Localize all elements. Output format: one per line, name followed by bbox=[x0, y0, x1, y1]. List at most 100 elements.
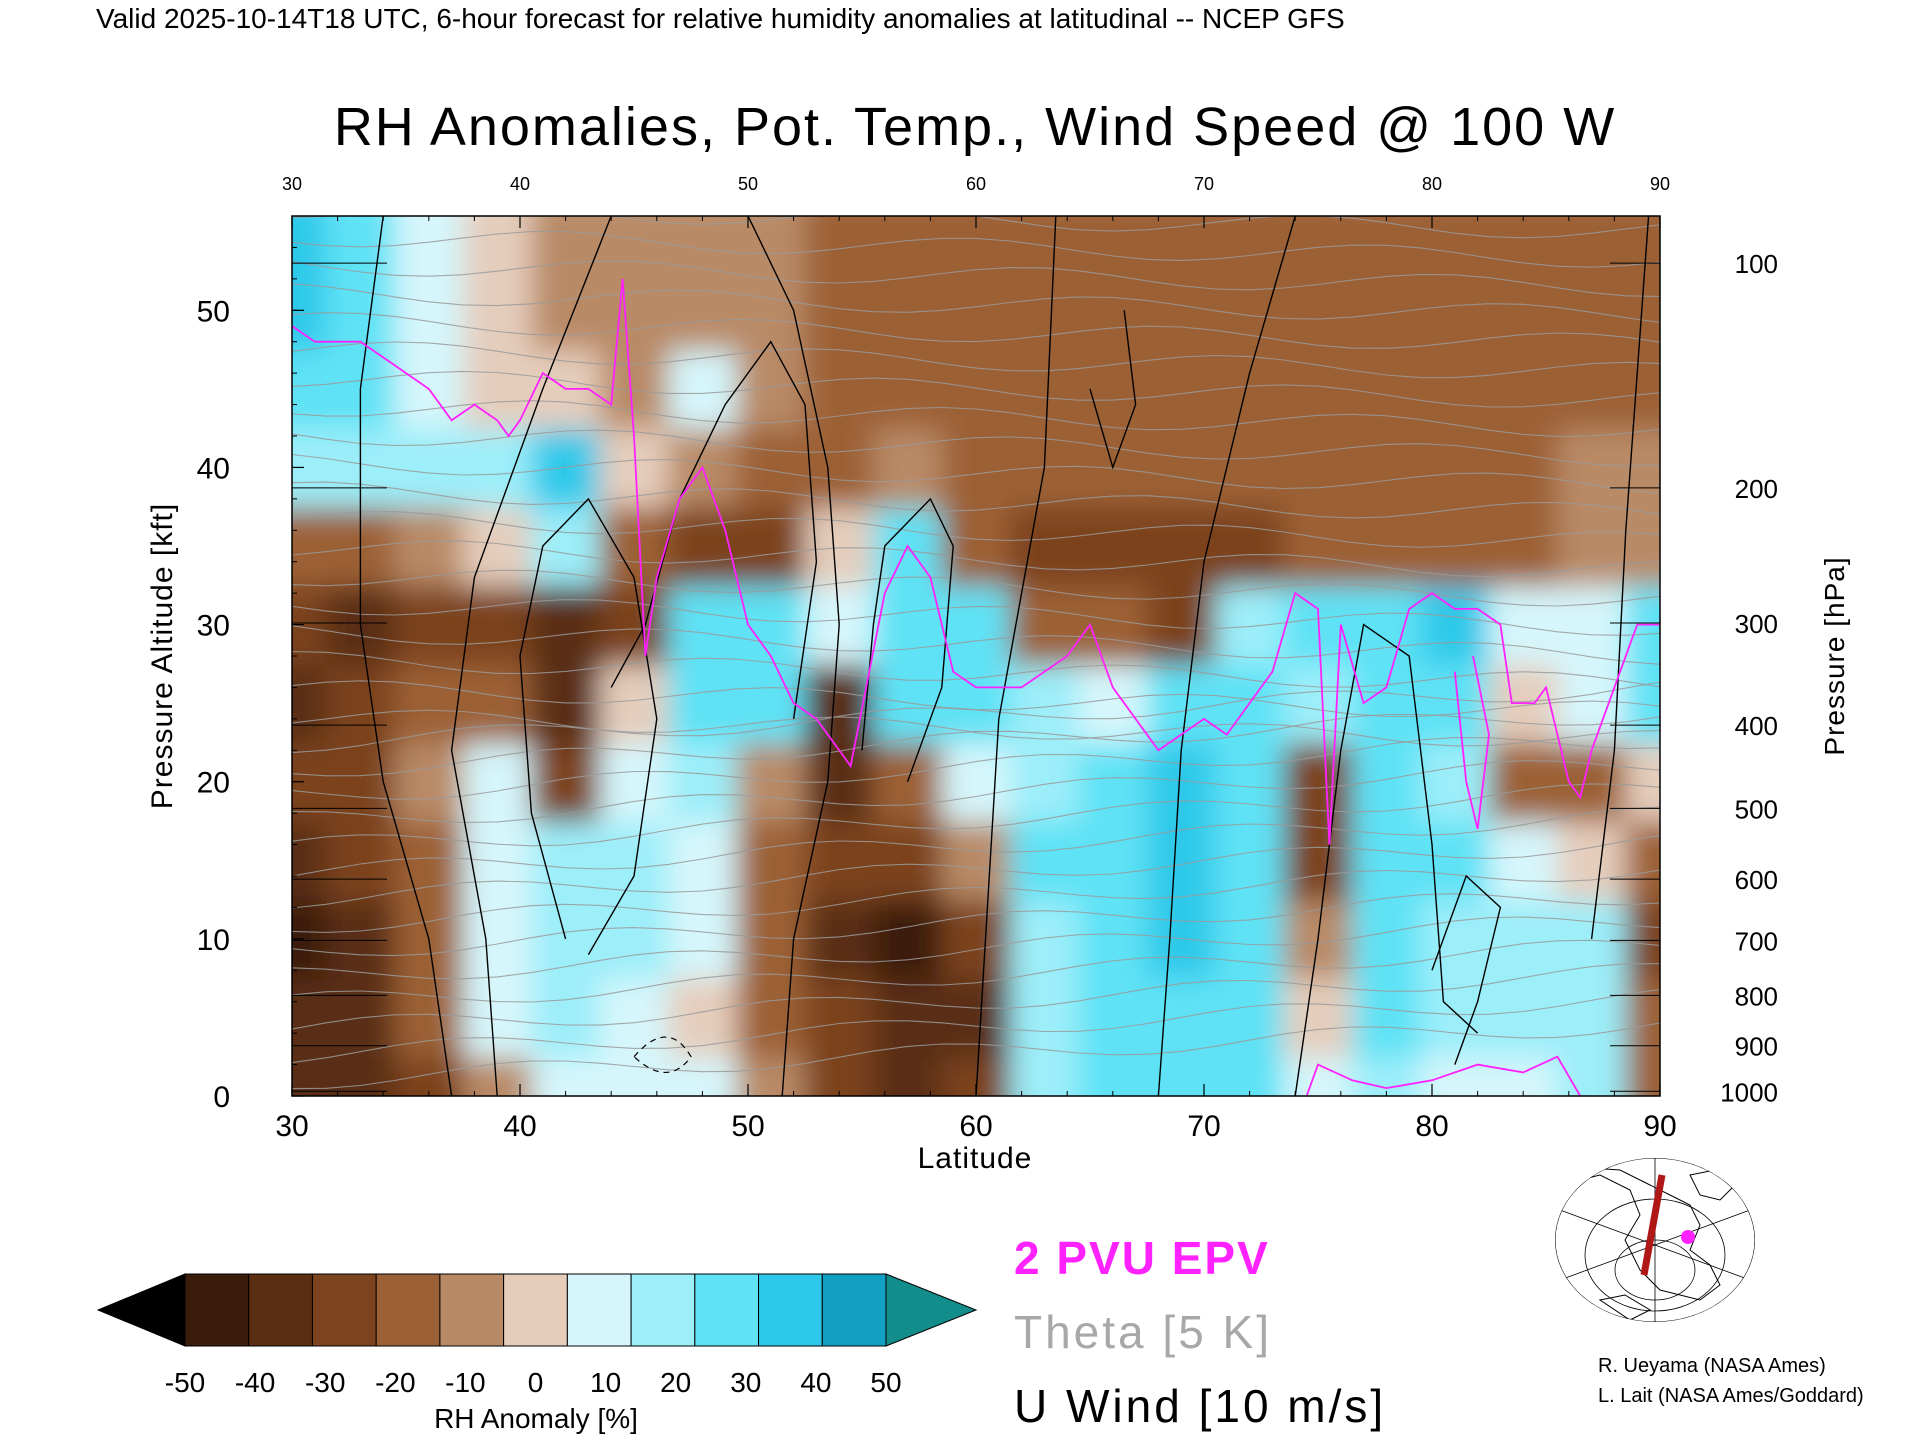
heatmap-cell bbox=[1147, 216, 1217, 272]
heatmap-cell bbox=[1283, 663, 1354, 744]
heatmap-cell bbox=[941, 428, 1012, 508]
heatmap-cell bbox=[1352, 585, 1422, 665]
heatmap-cell bbox=[1010, 585, 1080, 665]
pressure-gridlines bbox=[292, 262, 1660, 1092]
heatmap-cell bbox=[531, 506, 601, 587]
u-wind-contour-line bbox=[450, 216, 612, 1096]
heatmap-cell bbox=[292, 663, 328, 744]
theta-contour-line bbox=[292, 806, 1660, 877]
heatmap-cell bbox=[1352, 349, 1422, 430]
heatmap-cell bbox=[394, 821, 464, 901]
locator-map bbox=[1555, 1158, 1755, 1322]
theta-contour-line bbox=[292, 893, 1660, 957]
colorbar-tick-label: 0 bbox=[528, 1367, 544, 1398]
pressure-tick-label: 200 bbox=[1735, 474, 1778, 504]
colorbar-swatch bbox=[821, 1273, 887, 1347]
heatmap-cell bbox=[873, 978, 943, 1058]
heatmap-cell bbox=[1010, 899, 1080, 980]
u-wind-contour-line bbox=[1089, 310, 1137, 470]
heatmap-cell bbox=[1147, 663, 1217, 744]
heatmap-cell bbox=[1557, 821, 1627, 901]
heatmap-cell bbox=[1420, 978, 1490, 1058]
heatmap-cell bbox=[394, 506, 464, 587]
heatmap-cell bbox=[1078, 506, 1148, 587]
heatmap-cell bbox=[292, 978, 328, 1058]
colorbar-under-arrow bbox=[96, 1273, 186, 1347]
colorbar-swatch bbox=[311, 1273, 377, 1347]
theta-contour-line bbox=[292, 834, 1660, 909]
colorbar-swatch bbox=[694, 1273, 760, 1347]
heatmap-cell bbox=[1283, 506, 1354, 587]
heatmap-cell bbox=[531, 663, 601, 744]
heatmap-cell bbox=[1625, 821, 1660, 901]
heatmap-cell bbox=[1010, 349, 1080, 430]
heatmap-cell bbox=[1215, 585, 1285, 665]
theta-contour-line bbox=[292, 260, 1660, 298]
colorbar-swatch bbox=[503, 1273, 568, 1347]
heatmap-cell bbox=[463, 978, 533, 1058]
theta-contour-line bbox=[292, 709, 1660, 747]
colorbar-tick-label: 50 bbox=[870, 1367, 901, 1398]
u-wind-contour-line bbox=[1294, 623, 1479, 1096]
heatmap-cell bbox=[1489, 821, 1559, 901]
heatmap-cell bbox=[805, 899, 875, 980]
heatmap-cell bbox=[1283, 428, 1354, 508]
colorbar-swatch bbox=[439, 1273, 505, 1347]
y-tick-label: 30 bbox=[197, 610, 230, 643]
theta-contour-line bbox=[292, 650, 1660, 688]
heatmap-cell bbox=[599, 349, 670, 430]
x-tick-label: 90 bbox=[1643, 1110, 1676, 1143]
heatmap-cell bbox=[463, 271, 533, 351]
heatmap-cell bbox=[1078, 821, 1148, 901]
heatmap-cell bbox=[1625, 1056, 1660, 1096]
heatmap-cell bbox=[394, 978, 464, 1058]
x-tick-label-top: 70 bbox=[1194, 174, 1214, 194]
heatmap-cell bbox=[736, 821, 806, 901]
heatmap-cell bbox=[1010, 821, 1080, 901]
x-tick-label: 60 bbox=[959, 1110, 992, 1143]
contour-legend: 2 PVU EPV Theta [5 K] U Wind [10 m/s] bbox=[1014, 1232, 1383, 1432]
heatmap-cell bbox=[668, 1056, 738, 1096]
heatmap-cell bbox=[394, 428, 464, 508]
heatmap-cell bbox=[1625, 506, 1660, 587]
heatmap-cell bbox=[531, 428, 601, 508]
heatmap-cell bbox=[1010, 1056, 1080, 1096]
heatmap-cell bbox=[463, 428, 533, 508]
heatmap-cell bbox=[1078, 1056, 1148, 1096]
heatmap-cell bbox=[1078, 271, 1148, 351]
heatmap-cell bbox=[1352, 821, 1422, 901]
theta-contour-line bbox=[292, 737, 1660, 800]
heatmap-cell bbox=[736, 978, 806, 1058]
y-tick-label: 50 bbox=[197, 295, 230, 328]
heatmap-cell bbox=[668, 821, 738, 901]
heatmap-cell bbox=[326, 216, 396, 272]
heatmap-cell bbox=[1420, 216, 1490, 272]
heatmap-cell bbox=[326, 663, 396, 744]
theta-contour-line bbox=[292, 231, 1660, 268]
theta-contour-line bbox=[292, 341, 1660, 379]
chart-title: RH Anomalies, Pot. Temp., Wind Speed @ 1… bbox=[334, 97, 1616, 157]
heatmap-cell bbox=[1283, 216, 1354, 272]
pressure-tick-label: 100 bbox=[1735, 249, 1778, 279]
pressure-tick-label: 1000 bbox=[1720, 1077, 1778, 1107]
heatmap-cell bbox=[463, 585, 533, 665]
heatmap-cell bbox=[941, 506, 1012, 587]
heatmap-cell bbox=[1625, 271, 1660, 351]
heatmap-cell bbox=[873, 821, 943, 901]
heatmap-cell bbox=[1557, 506, 1627, 587]
u-wind-contour-line bbox=[1590, 216, 1650, 939]
pressure-axis: 100 200 300 400 500 600 700 800 900 1000 bbox=[1720, 249, 1778, 1107]
heatmap-cell bbox=[599, 1056, 670, 1096]
epv-contour-line bbox=[292, 278, 1660, 845]
heatmap-cell bbox=[668, 978, 738, 1058]
location-marker bbox=[1681, 1230, 1695, 1244]
heatmap-cell bbox=[1557, 349, 1627, 430]
epv-2pvu-contours bbox=[292, 278, 1660, 1096]
heatmap-cell bbox=[1489, 585, 1559, 665]
heatmap-cell bbox=[1625, 428, 1660, 508]
heatmap-cell bbox=[1557, 899, 1627, 980]
theta-contour-line bbox=[292, 625, 1660, 665]
heatmap-cell bbox=[394, 742, 464, 822]
theta-contour-line bbox=[292, 370, 1660, 408]
heatmap-cell bbox=[1078, 663, 1148, 744]
